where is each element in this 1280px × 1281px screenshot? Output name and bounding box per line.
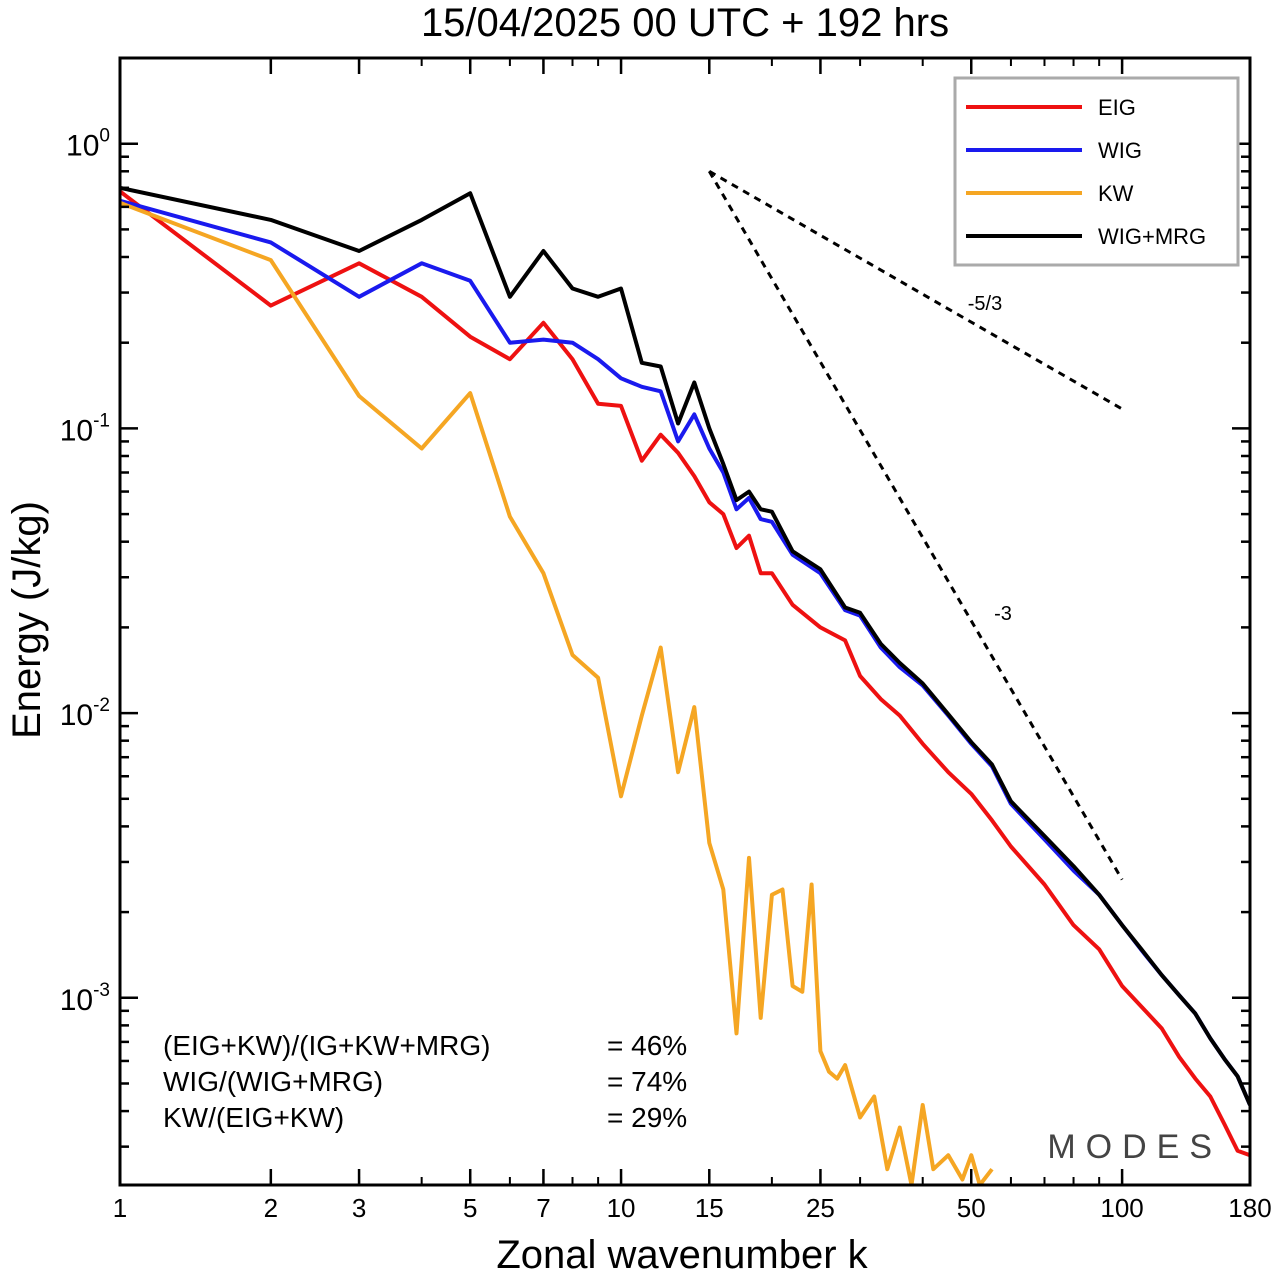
series-line-eig [120, 189, 1250, 1158]
legend-label: WIG+MRG [1098, 224, 1206, 249]
ratio-label-3: KW/(EIG+KW) [163, 1102, 344, 1133]
x-tick-label: 10 [607, 1193, 636, 1223]
axes: 1 2 3 5 7 10 15 25 50 100 180 100 10-1 10-2 10-3 [60, 56, 1272, 1223]
x-tick-label: 2 [264, 1193, 278, 1223]
y-axis-label: Energy (J/kg) [5, 501, 49, 739]
legend: EIG WIG KW WIG+MRG [953, 76, 1240, 267]
modes-watermark: MODES [1047, 1128, 1222, 1166]
y-tick-label: 100 [66, 126, 110, 163]
ratio-value-1: = 46% [607, 1030, 687, 1061]
x-tick-label: 100 [1100, 1193, 1143, 1223]
series-line-wig [120, 198, 1250, 1106]
series-line-kw [120, 200, 994, 1185]
y-tick-label: 10-3 [60, 980, 110, 1017]
legend-label: KW [1098, 181, 1134, 206]
ratio-value-2: = 74% [607, 1066, 687, 1097]
slope-label-2: -3 [994, 603, 1012, 625]
reference-lines: -5/3 -3 [707, 169, 1124, 881]
slope-label-1: -5/3 [968, 293, 1002, 315]
x-tick-label: 7 [536, 1193, 550, 1223]
legend-label: EIG [1098, 95, 1136, 120]
ratio-label-2: WIG/(WIG+MRG) [163, 1066, 383, 1097]
series-layer [120, 185, 1250, 1185]
y-tick-label: 10-2 [60, 695, 110, 732]
y-tick-label: 10-1 [60, 410, 110, 447]
x-tick-label: 25 [806, 1193, 835, 1223]
chart-title: 15/04/2025 00 UTC + 192 hrs [421, 1, 949, 45]
x-axis-label: Zonal wavenumber k [496, 1233, 868, 1277]
plot-frame [118, 56, 1252, 1187]
slope-line-2 [707, 170, 1124, 881]
ratio-label-1: (EIG+KW)/(IG+KW+MRG) [163, 1030, 490, 1061]
ratio-annotations: (EIG+KW)/(IG+KW+MRG) = 46% WIG/(WIG+MRG) = … [163, 1030, 687, 1133]
x-tick-label: 1 [113, 1193, 127, 1223]
x-tick-label: 50 [957, 1193, 986, 1223]
legend-box [953, 76, 1240, 267]
series-line-wig-mrg [120, 185, 1250, 1106]
x-tick-label: 3 [352, 1193, 366, 1223]
legend-label: WIG [1098, 138, 1142, 163]
ratio-value-3: = 29% [607, 1102, 687, 1133]
x-tick-label: 15 [695, 1193, 724, 1223]
x-tick-label: 5 [463, 1193, 477, 1223]
slope-line-1 [708, 169, 1123, 411]
x-tick-label: 180 [1228, 1193, 1271, 1223]
